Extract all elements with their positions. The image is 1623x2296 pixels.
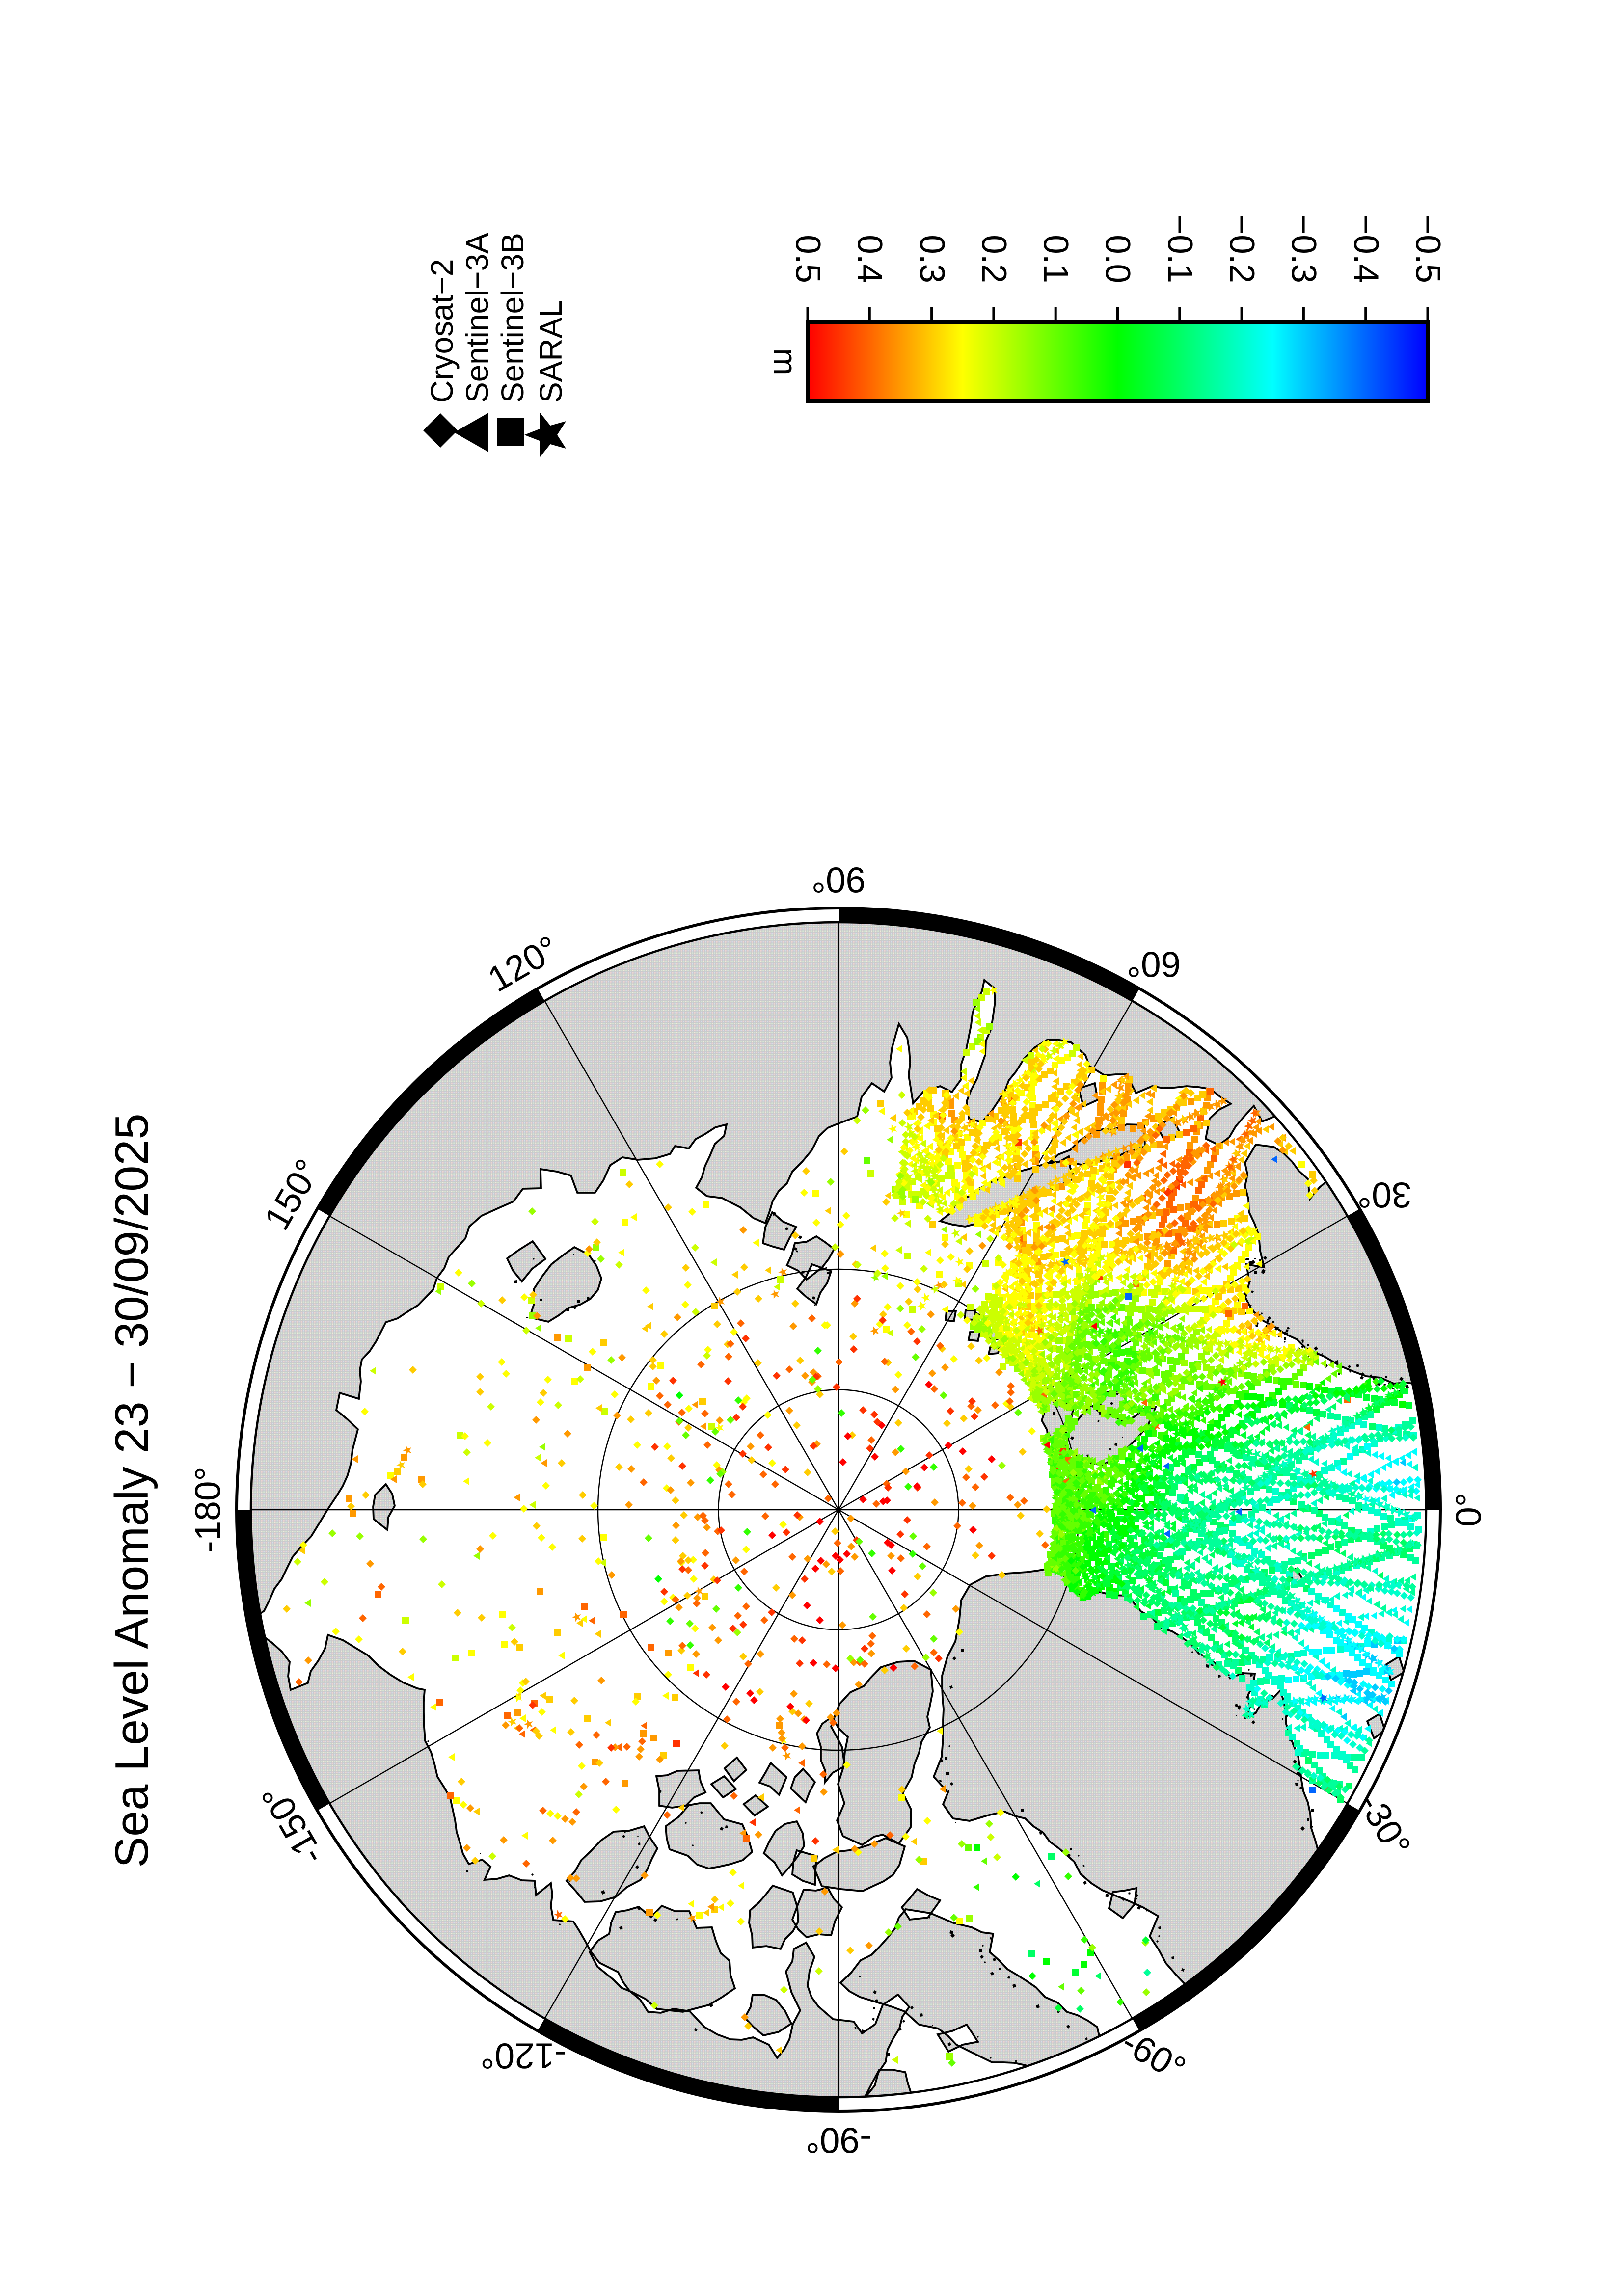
svg-text:−0.4: −0.4 — [1347, 214, 1385, 283]
svg-text:−0.5: −0.5 — [1408, 214, 1447, 283]
svg-text:0.0: 0.0 — [1098, 235, 1137, 283]
svg-text:60°: 60° — [1127, 944, 1181, 984]
svg-text:−0.1: −0.1 — [1161, 214, 1199, 283]
svg-text:0°: 0° — [1449, 1493, 1489, 1527]
svg-text:-120°: -120° — [480, 2036, 566, 2076]
svg-text:0.5: 0.5 — [788, 235, 827, 283]
svg-text:m: m — [767, 348, 804, 375]
svg-text:Sentinel−3A: Sentinel−3A — [460, 233, 495, 403]
svg-text:Sentinel−3B: Sentinel−3B — [495, 233, 530, 403]
svg-text:-180°: -180° — [189, 1467, 228, 1552]
svg-text:−0.3: −0.3 — [1284, 214, 1323, 283]
svg-text:0.2: 0.2 — [974, 235, 1013, 283]
svg-text:90°: 90° — [812, 860, 866, 900]
svg-text:0.4: 0.4 — [850, 235, 889, 283]
svg-text:0.1: 0.1 — [1036, 235, 1075, 283]
svg-text:Cryosat−2: Cryosat−2 — [424, 259, 460, 403]
svg-text:SARAL: SARAL — [533, 300, 568, 403]
svg-text:0.3: 0.3 — [913, 235, 951, 283]
svg-text:Sea Level Anomaly 23 − 30/09/2: Sea Level Anomaly 23 − 30/09/2025 — [106, 1113, 158, 1868]
svg-text:−0.2: −0.2 — [1222, 214, 1261, 283]
svg-text:-90°: -90° — [806, 2120, 872, 2160]
svg-text:30°: 30° — [1357, 1175, 1411, 1215]
